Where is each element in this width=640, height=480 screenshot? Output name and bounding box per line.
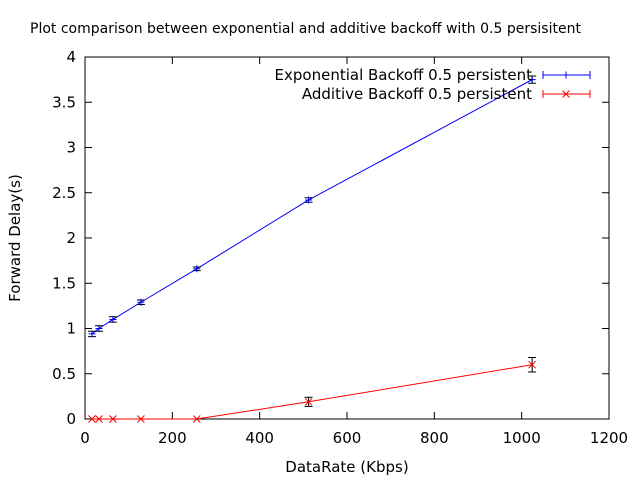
- data-point: [95, 415, 103, 423]
- y-tick-label: 3: [66, 139, 76, 157]
- y-tick-label: 3.5: [52, 93, 76, 111]
- y-tick-label: 0: [66, 410, 76, 428]
- y-axis-ticks: 0 0.5 1 1.5 2 2.5 3 3.5 4: [52, 48, 609, 428]
- y-axis-title: Forward Delay(s): [6, 174, 24, 302]
- data-point: [109, 415, 117, 423]
- plot-frame: [84, 56, 610, 420]
- data-point: [95, 325, 103, 332]
- data-point: [528, 76, 536, 84]
- y-tick-label: 1: [66, 320, 76, 338]
- data-point: [528, 360, 537, 369]
- x-tick-label: 200: [158, 429, 187, 447]
- x-tick-label: 400: [245, 429, 274, 447]
- x-axis-title: DataRate (Kbps): [285, 458, 408, 476]
- series-layer: [87, 75, 537, 423]
- x-tick-label: 1000: [503, 429, 541, 447]
- data-point: [137, 415, 145, 423]
- data-point: [137, 298, 145, 306]
- chart-title: Plot comparison between exponential and …: [30, 21, 581, 37]
- series-line: [91, 79, 533, 335]
- y-tick-label: 2: [66, 229, 76, 247]
- y-tick-label: 1.5: [52, 274, 76, 292]
- y-tick-label: 2.5: [52, 184, 76, 202]
- data-point: [88, 330, 96, 338]
- data-point: [193, 265, 201, 273]
- legend-label: Additive Backoff 0.5 persistent: [302, 85, 532, 103]
- x-tick-label: 0: [80, 429, 90, 447]
- x-tick-label: 600: [333, 429, 362, 447]
- series-exponential-backoff: [87, 75, 537, 338]
- y-tick-label: 4: [66, 48, 76, 66]
- data-point: [192, 415, 201, 423]
- series-line: [91, 364, 533, 420]
- x-axis-ticks: 0 200 400 600 800 1000 1200: [80, 57, 628, 447]
- legend-label: Exponential Backoff 0.5 persistent: [275, 66, 533, 84]
- x-tick-label: 800: [420, 429, 449, 447]
- y-tick-label: 0.5: [52, 365, 76, 383]
- legend-marker: [562, 90, 570, 98]
- legend-marker: [562, 71, 570, 79]
- data-point: [305, 196, 313, 204]
- x-tick-label: 1200: [590, 429, 628, 447]
- data-point: [304, 397, 313, 406]
- series-additive-backoff: [88, 356, 537, 423]
- data-point: [109, 315, 117, 323]
- data-point: [88, 415, 96, 423]
- legend: Exponential Backoff 0.5 persistentAdditi…: [275, 66, 591, 103]
